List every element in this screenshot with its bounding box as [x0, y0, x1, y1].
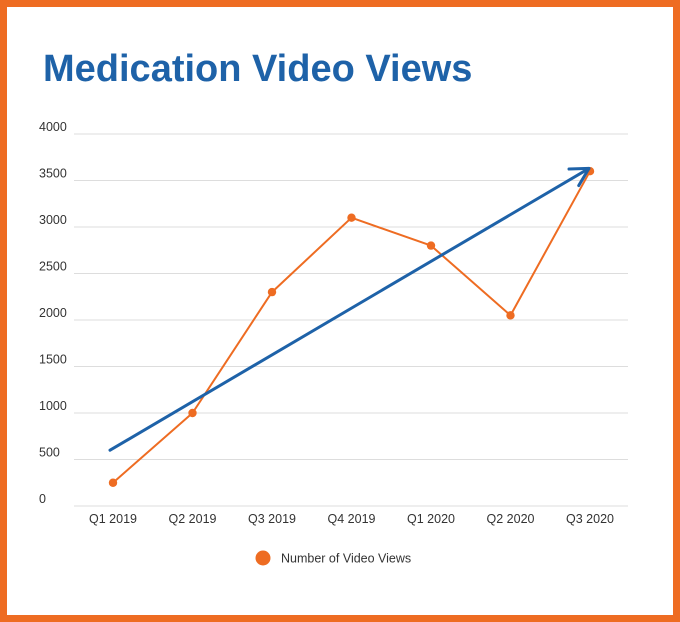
x-tick-label: Q1 2019	[89, 512, 137, 526]
x-tick-label: Q3 2019	[248, 512, 296, 526]
legend-marker	[255, 550, 271, 566]
y-tick-label: 0	[39, 492, 46, 506]
data-point	[108, 478, 118, 487]
y-tick-label: 3000	[39, 213, 67, 227]
trend-arrow-shaft	[108, 166, 591, 452]
trend-arrow-head	[567, 166, 591, 188]
chart-title: Medication Video Views	[43, 48, 473, 90]
y-tick-label: 3500	[39, 167, 67, 181]
data-point	[267, 287, 277, 297]
legend: Number of Video Views	[255, 550, 411, 566]
series-layer	[108, 167, 595, 487]
y-tick-label: 2000	[39, 306, 67, 320]
x-tick-label: Q2 2020	[487, 512, 535, 526]
trend-arrow	[108, 166, 591, 452]
data-point	[506, 311, 515, 320]
legend-label: Number of Video Views	[281, 552, 411, 566]
data-point	[426, 241, 436, 250]
x-tick-label: Q4 2019	[328, 512, 376, 526]
y-tick-label: 2500	[39, 260, 67, 274]
gridlines	[74, 133, 628, 507]
x-tick-label: Q2 2019	[169, 512, 217, 526]
y-tick-label: 1500	[39, 353, 67, 367]
x-tick-label: Q1 2020	[407, 512, 455, 526]
y-tick-label: 4000	[39, 120, 67, 134]
y-tick-label: 1000	[39, 399, 67, 413]
y-axis-ticks: 0 500 1000 1500 2000 2500 3000 3500 4000	[39, 120, 67, 506]
data-point	[188, 408, 197, 418]
x-tick-label: Q3 2020	[566, 512, 614, 526]
x-axis-ticks: Q1 2019 Q2 2019 Q3 2019 Q4 2019 Q1 2020 Q2 20…	[89, 512, 614, 526]
y-tick-label: 500	[39, 446, 60, 460]
data-point	[347, 213, 356, 222]
